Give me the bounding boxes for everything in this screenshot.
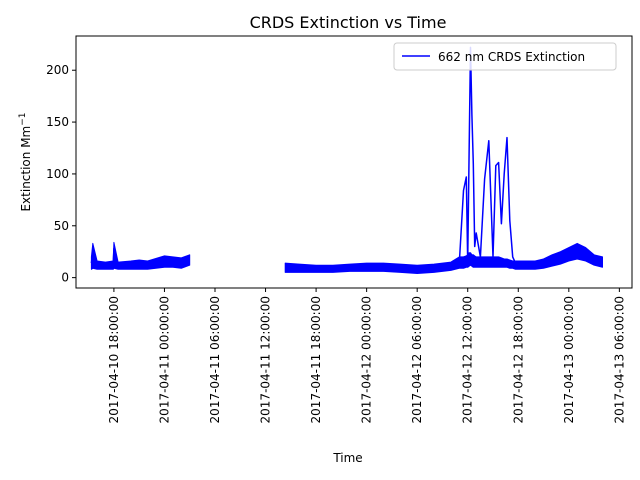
x-axis-label: Time — [332, 451, 362, 465]
series-0-segment-1-line — [285, 46, 603, 271]
x-axis: 2017-04-10 18:00:00 2017-04-11 00:00:00 20… — [107, 288, 626, 423]
y-axis: 0 50 100 150 200 — [46, 63, 76, 285]
x-tick-label-1: 2017-04-11 00:00:00 — [157, 296, 171, 423]
plot-frame — [75, 35, 633, 289]
y-tick-label-4: 200 — [46, 63, 69, 77]
x-tick-label-0: 2017-04-10 18:00:00 — [107, 296, 121, 423]
x-tick-label-7: 2017-04-12 12:00:00 — [461, 296, 475, 423]
legend-frame — [393, 42, 617, 71]
x-tick-label-6: 2017-04-12 06:00:00 — [410, 296, 424, 423]
series-0-segment-0-line — [90, 247, 190, 267]
x-tick-label-2: 2017-04-11 06:00:00 — [208, 296, 222, 423]
y-tick-label-3: 150 — [46, 115, 69, 129]
series-0-segment-1-band — [284, 242, 603, 274]
legend: 662 nm CRDS Extinction — [393, 42, 617, 71]
legend-label: 662 nm CRDS Extinction — [438, 50, 585, 64]
y-tick-label-2: 100 — [46, 167, 69, 181]
x-tick-label-4: 2017-04-11 18:00:00 — [309, 296, 323, 423]
x-tick-label-10: 2017-04-13 06:00:00 — [612, 296, 626, 423]
chart-title: CRDS Extinction vs Time — [250, 13, 447, 32]
y-axis-label-exponent: −1 — [18, 112, 28, 125]
x-tick-label-3: 2017-04-11 12:00:00 — [259, 296, 273, 423]
y-tick-label-0: 0 — [61, 271, 69, 285]
x-tick-label-9: 2017-04-13 00:00:00 — [562, 296, 576, 423]
x-tick-label-5: 2017-04-12 00:00:00 — [360, 296, 374, 423]
y-tick-label-1: 50 — [54, 219, 69, 233]
y-axis-label: Extinction Mm−1 — [18, 112, 33, 211]
x-tick-label-8: 2017-04-12 18:00:00 — [511, 296, 525, 423]
data-layer — [90, 46, 603, 274]
y-axis-label-text: Extinction Mm — [19, 126, 33, 212]
